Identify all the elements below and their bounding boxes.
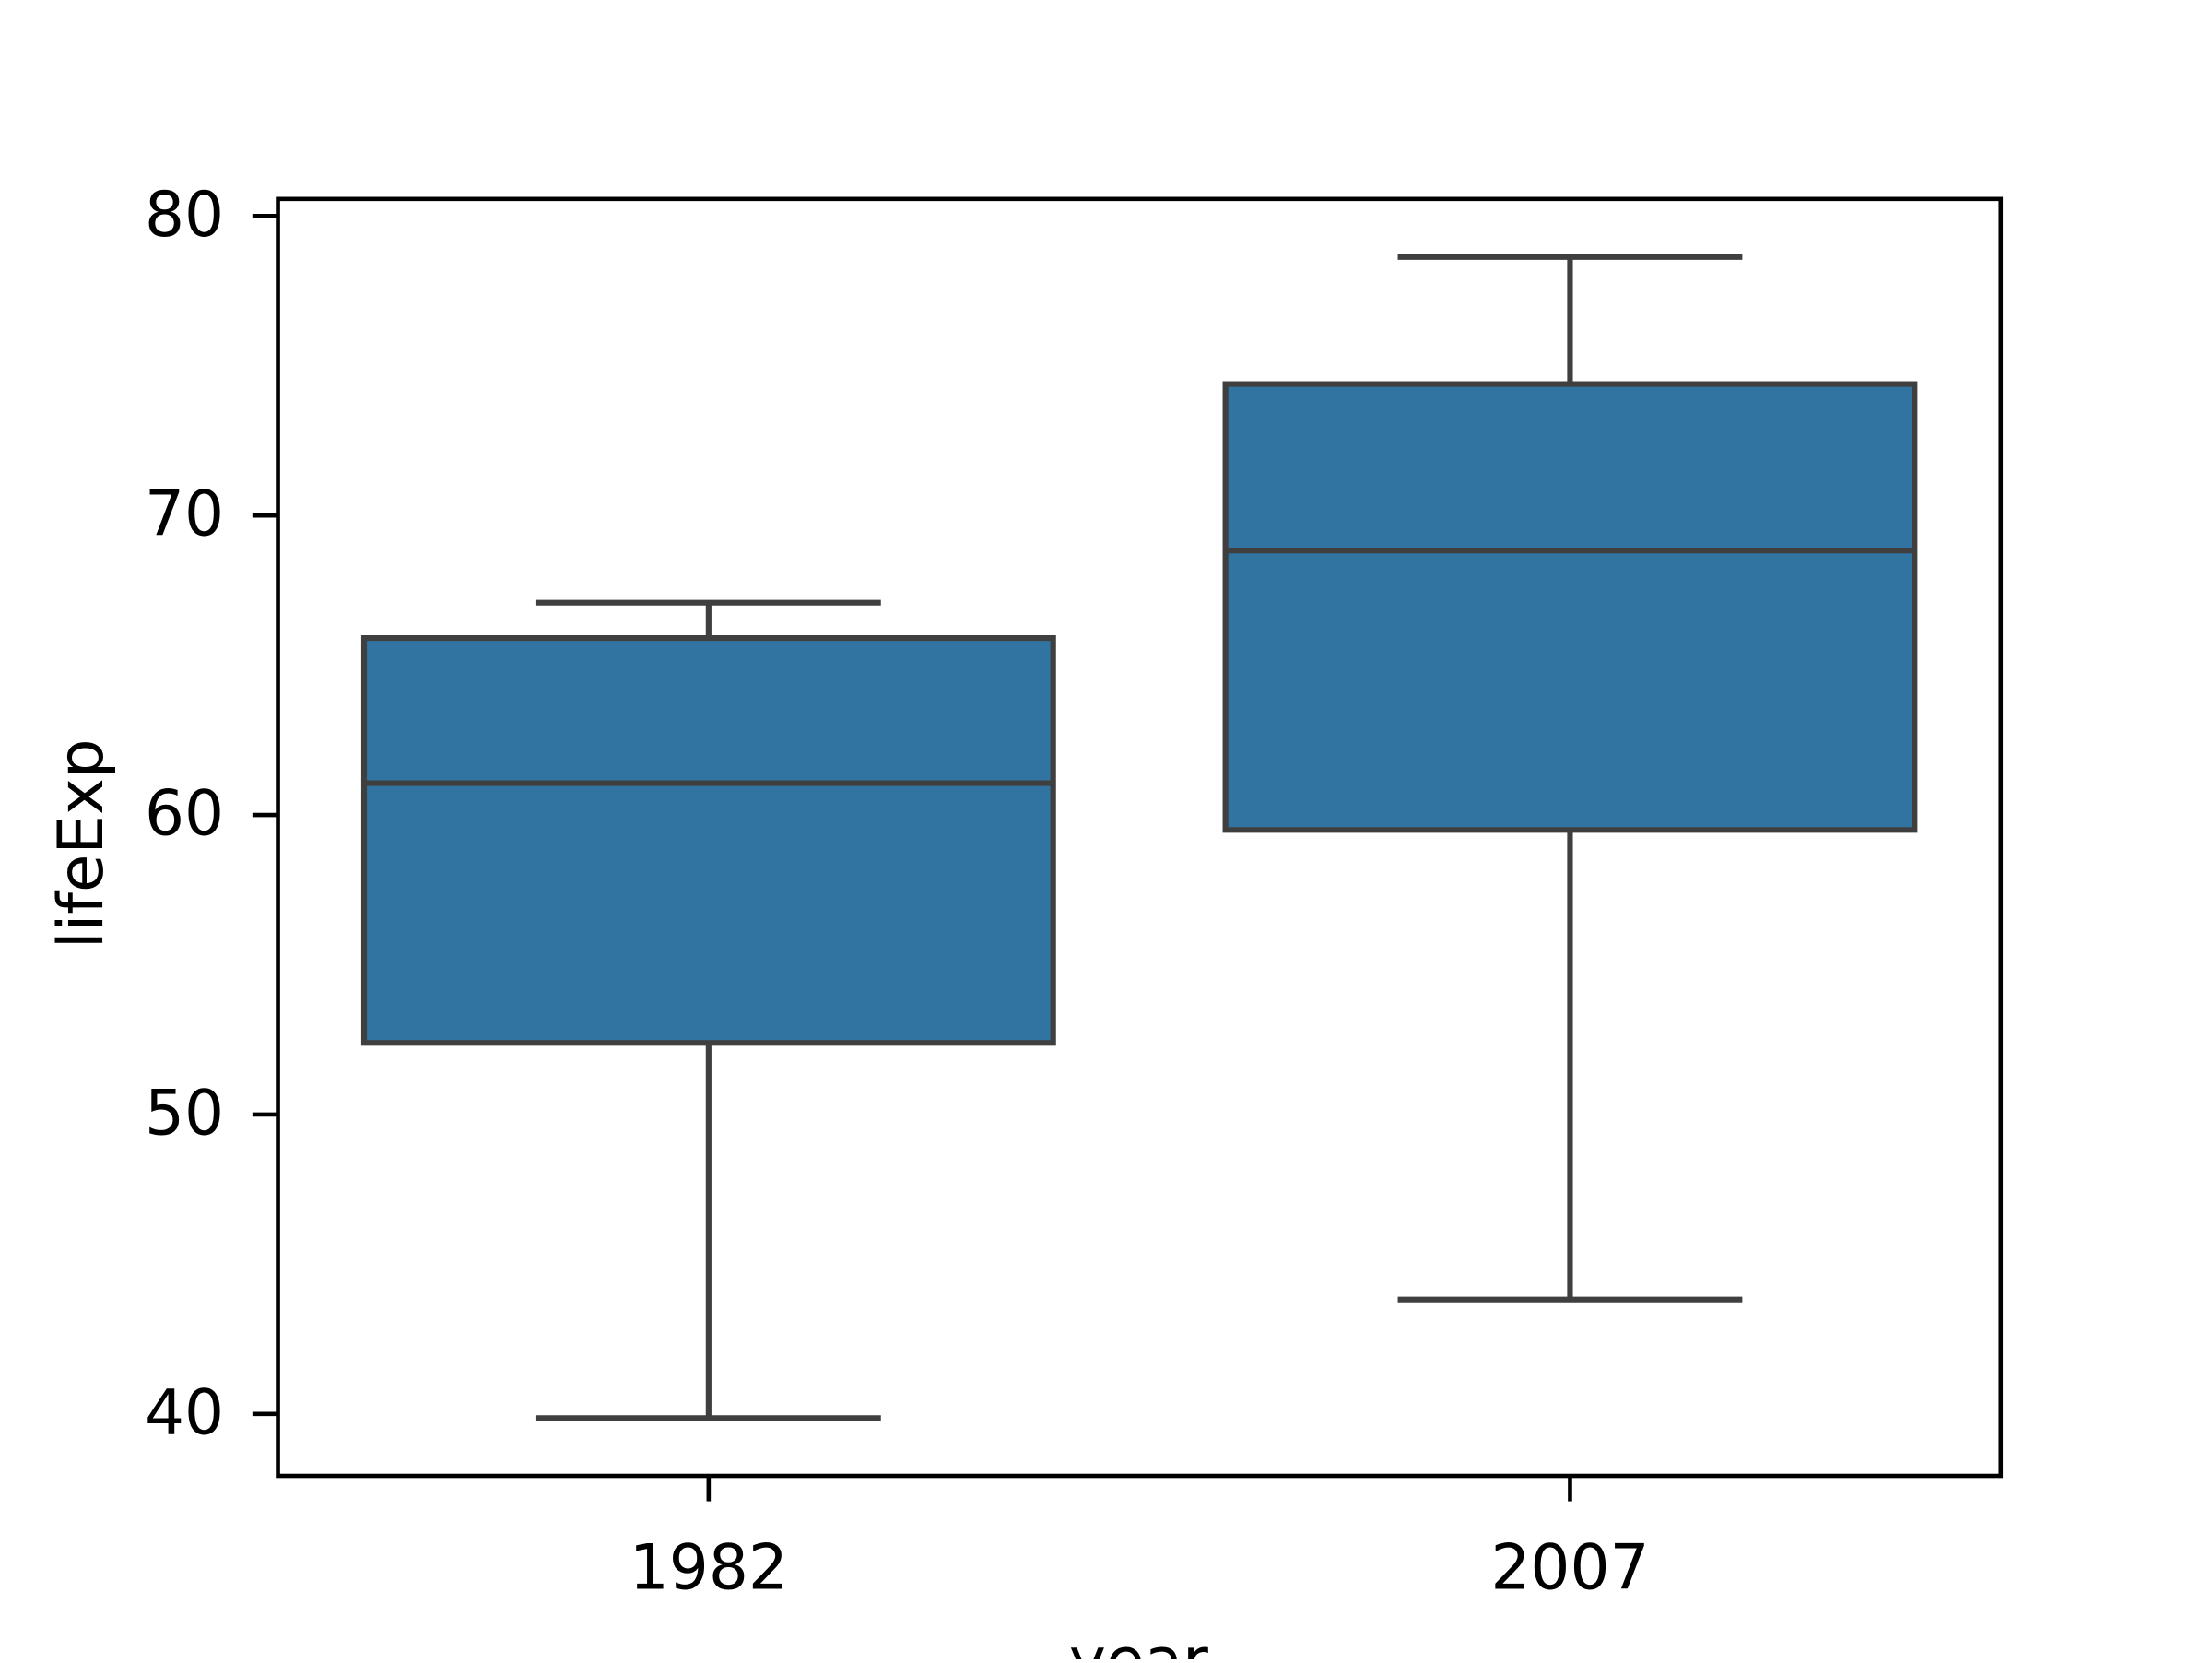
y-tick-label: 80: [145, 178, 224, 251]
y-tick-label: 60: [145, 777, 224, 850]
x-axis-label: year: [1069, 1624, 1208, 1659]
y-tick-label: 50: [145, 1077, 224, 1150]
x-tick-label: 1982: [629, 1531, 788, 1604]
y-tick-label: 70: [145, 478, 224, 550]
box: [360, 635, 1056, 1046]
x-tick-label: 2007: [1490, 1531, 1649, 1604]
plot-frame: [276, 196, 2004, 1479]
y-tick-label: 40: [145, 1375, 224, 1448]
y-axis-label: lifeExp: [44, 738, 117, 949]
box: [1222, 381, 1918, 833]
